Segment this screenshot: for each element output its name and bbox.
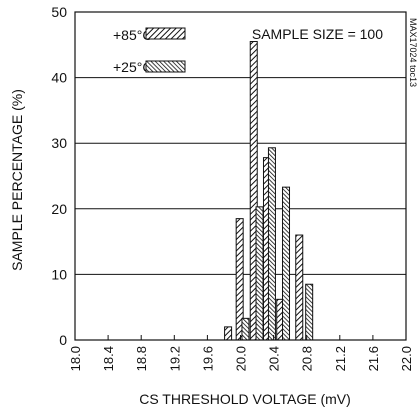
- bar-85c: [224, 326, 233, 341]
- x-tick-label: 20.0: [234, 346, 249, 371]
- legend-label-85c: +85°C: [113, 27, 152, 43]
- bars: [224, 41, 314, 341]
- bar-25c: [282, 186, 291, 341]
- bar-85c: [295, 234, 304, 341]
- x-tick-label: 20.8: [300, 346, 315, 371]
- part-id-label: MAX17024 toc13: [408, 18, 418, 87]
- bar-25c: [267, 147, 276, 341]
- legend-swatch-85c: [145, 27, 186, 40]
- x-tick-label: 19.2: [167, 346, 182, 371]
- x-tick-label: 18.8: [134, 346, 149, 371]
- legend: +85°C +25°C: [113, 27, 186, 75]
- y-tick-label: 30: [51, 135, 67, 151]
- y-tick-label: 20: [51, 201, 67, 217]
- x-tick-label: 19.6: [200, 346, 215, 371]
- legend-swatch-25c: [145, 60, 186, 73]
- x-tick-label: 22.0: [399, 346, 414, 371]
- y-tick-label: 10: [51, 266, 67, 282]
- y-axis-label: SAMPLE PERCENTAGE (%): [9, 89, 25, 271]
- sample-size-annotation: SAMPLE SIZE = 100: [252, 26, 383, 42]
- y-tick-label: 0: [59, 332, 67, 348]
- x-tick-label: 18.0: [68, 346, 83, 371]
- bar-25c: [255, 206, 264, 341]
- x-tick-label: 21.6: [366, 346, 381, 371]
- y-tick-labels: 0 10 20 30 40 50: [51, 4, 67, 348]
- bar-25c: [241, 317, 250, 341]
- x-tick-labels: 18.0 18.4 18.8 19.2 19.6 20.0 20.4 20.8 21.2 21.6…: [68, 346, 414, 371]
- x-tick-label: 18.4: [101, 346, 116, 371]
- x-tick-label: 21.2: [333, 346, 348, 371]
- y-tick-label: 50: [51, 4, 67, 20]
- x-axis-label: CS THRESHOLD VOLTAGE (mV): [139, 391, 351, 407]
- bar-25c: [305, 283, 314, 341]
- y-tick-label: 40: [51, 70, 67, 86]
- legend-label-25c: +25°C: [113, 59, 152, 75]
- x-tick-label: 20.4: [267, 346, 282, 371]
- axis-ticks: [74, 335, 407, 340]
